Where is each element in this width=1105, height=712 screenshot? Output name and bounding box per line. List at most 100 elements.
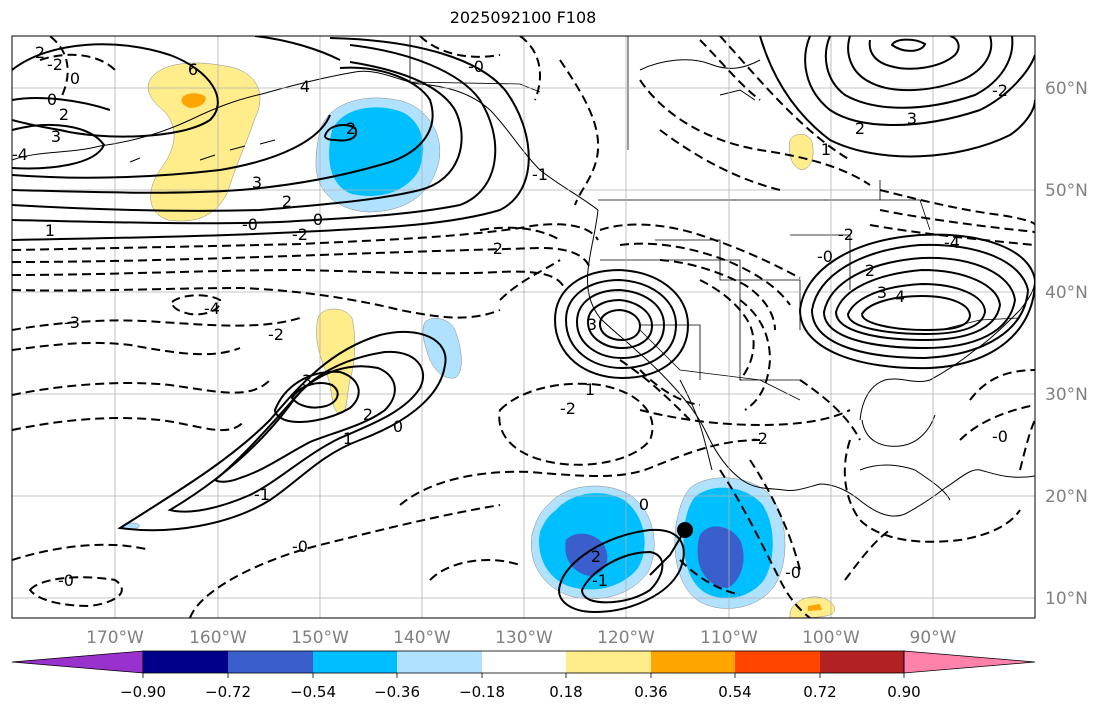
shade-yellow-neatl — [789, 134, 814, 171]
longitude-label: 120°W — [597, 628, 655, 648]
colorbar-tick-label: −0.72 — [205, 683, 251, 701]
longitude-axis: 170°W 160°W 150°W 140°W 130°W 120°W 110°… — [86, 628, 957, 648]
longitude-label: 150°W — [291, 628, 349, 648]
contour-label: 0 — [393, 417, 403, 436]
contour-label: -4 — [204, 299, 220, 318]
contour-label: 2 — [855, 119, 865, 138]
contour-label: 2 — [59, 105, 69, 124]
dashed-contours — [12, 36, 1035, 618]
contour-label: 2 — [346, 119, 356, 138]
contour-label: 2 — [591, 547, 601, 566]
contour-label: 2 — [363, 405, 373, 424]
latitude-label: 10°N — [1045, 589, 1088, 609]
contour-label: -2 — [992, 81, 1008, 100]
longitude-label: 160°W — [189, 628, 247, 648]
map-frame — [11, 35, 1036, 619]
colorbar-tick-label: −0.54 — [290, 683, 336, 701]
latitude-label: 40°N — [1045, 283, 1088, 303]
contour-label: -0 — [785, 563, 801, 582]
longitude-label: 130°W — [495, 628, 553, 648]
shade-orange-se — [808, 604, 822, 611]
colorbar-segment — [228, 651, 313, 673]
contour-label: -2 — [47, 55, 63, 74]
colorbar-tick-label: 0.18 — [549, 683, 582, 701]
colorbar-tick-label: −0.36 — [374, 683, 420, 701]
contour-label: -4 — [944, 233, 960, 252]
contour-label: -0 — [468, 57, 484, 76]
contour-label: 0 — [639, 495, 649, 514]
solid-contours — [12, 36, 1035, 614]
colorbar-tick-label: 0.72 — [803, 683, 836, 701]
colorbar-segment — [313, 651, 397, 673]
contour-label: 3 — [587, 315, 597, 334]
colorbar-extend-high — [903, 650, 1036, 674]
shade-darkblue-tc1 — [565, 533, 608, 576]
shade-darkblue-tc2 — [697, 526, 744, 588]
longitude-label: 170°W — [86, 628, 144, 648]
contour-label: -2 — [487, 239, 503, 258]
political-borders — [409, 36, 1021, 401]
colorbar-segment — [397, 651, 482, 673]
colorbar-ticks — [142, 673, 905, 678]
contour-label: -0 — [992, 427, 1008, 446]
contour-label: 1 — [45, 221, 55, 240]
contour-label: -4 — [12, 145, 28, 164]
contour-label: -2 — [560, 399, 576, 418]
colorbar-frame — [142, 650, 905, 674]
contour-label: -1 — [592, 571, 608, 590]
shade-yellow-aleutian — [147, 62, 261, 222]
contour-label: -2 — [838, 225, 854, 244]
colorbar-tick-label: −0.90 — [120, 683, 166, 701]
contour-label: 3 — [907, 109, 917, 128]
contour-label: -2 — [752, 429, 768, 448]
contour-label: -1 — [254, 485, 270, 504]
latitude-label: 20°N — [1045, 487, 1088, 507]
contour-label: 1 — [343, 429, 353, 448]
colorbar-segment — [143, 651, 228, 673]
contour-label: 0 — [47, 90, 57, 109]
gridlines — [12, 36, 1035, 618]
contour-labels: 2 0 -2 0 2 3 -4 6 4 3 2 0 1 -2 -0 -3 -4 … — [12, 43, 1008, 590]
contour-label: 0 — [70, 69, 80, 88]
shading-layer — [121, 62, 835, 618]
contour-label: 3 — [252, 173, 262, 192]
contour-label: 6 — [188, 60, 198, 79]
contour-label: -2 — [268, 325, 284, 344]
colorbar-segment — [566, 651, 651, 673]
colorbar-tick-label: −0.18 — [459, 683, 505, 701]
contour-label: -3 — [64, 313, 80, 332]
contour-label: 2 — [282, 192, 292, 211]
contour-label: 2 — [865, 261, 875, 280]
contour-label: -0 — [58, 571, 74, 590]
shade-yellow-subtrop — [316, 308, 355, 415]
latitude-label: 60°N — [1045, 79, 1088, 99]
contour-label: 4 — [895, 287, 905, 306]
shade-orange-aleutian — [181, 93, 206, 108]
longitude-label: 100°W — [802, 628, 860, 648]
colorbar-extend-low — [11, 650, 144, 674]
contour-label: -0 — [817, 247, 833, 266]
contour-label: 3 — [51, 127, 61, 146]
contour-label: -1 — [532, 165, 548, 184]
colorbar-tick-label: 0.36 — [634, 683, 667, 701]
colorbar-tick-labels: −0.90 −0.72 −0.54 −0.36 −0.18 0.18 0.36 … — [120, 683, 921, 701]
colorbar-tick-label: 0.90 — [887, 683, 920, 701]
latitude-axis: 60°N 50°N 40°N 30°N 20°N 10°N — [1045, 79, 1088, 609]
contour-label: 0 — [313, 210, 323, 229]
contour-label: 3 — [877, 283, 887, 302]
longitude-label: 140°W — [393, 628, 451, 648]
contour-label: 3 — [302, 371, 312, 390]
contour-label: -0 — [292, 537, 308, 556]
contour-label: -2 — [292, 225, 308, 244]
colorbar-segment — [820, 651, 904, 673]
contour-label: 2 — [35, 43, 45, 62]
colorbar-segment — [482, 651, 566, 673]
colorbar-tick-label: 0.54 — [718, 683, 751, 701]
map-title: 2025092100 F108 — [449, 8, 597, 27]
latitude-label: 30°N — [1045, 385, 1088, 405]
colorbar-segment — [651, 651, 735, 673]
colorbar-segment — [735, 651, 820, 673]
colorbar: −0.90 −0.72 −0.54 −0.36 −0.18 0.18 0.36 … — [11, 650, 1036, 701]
contour-label: 1 — [821, 140, 831, 159]
